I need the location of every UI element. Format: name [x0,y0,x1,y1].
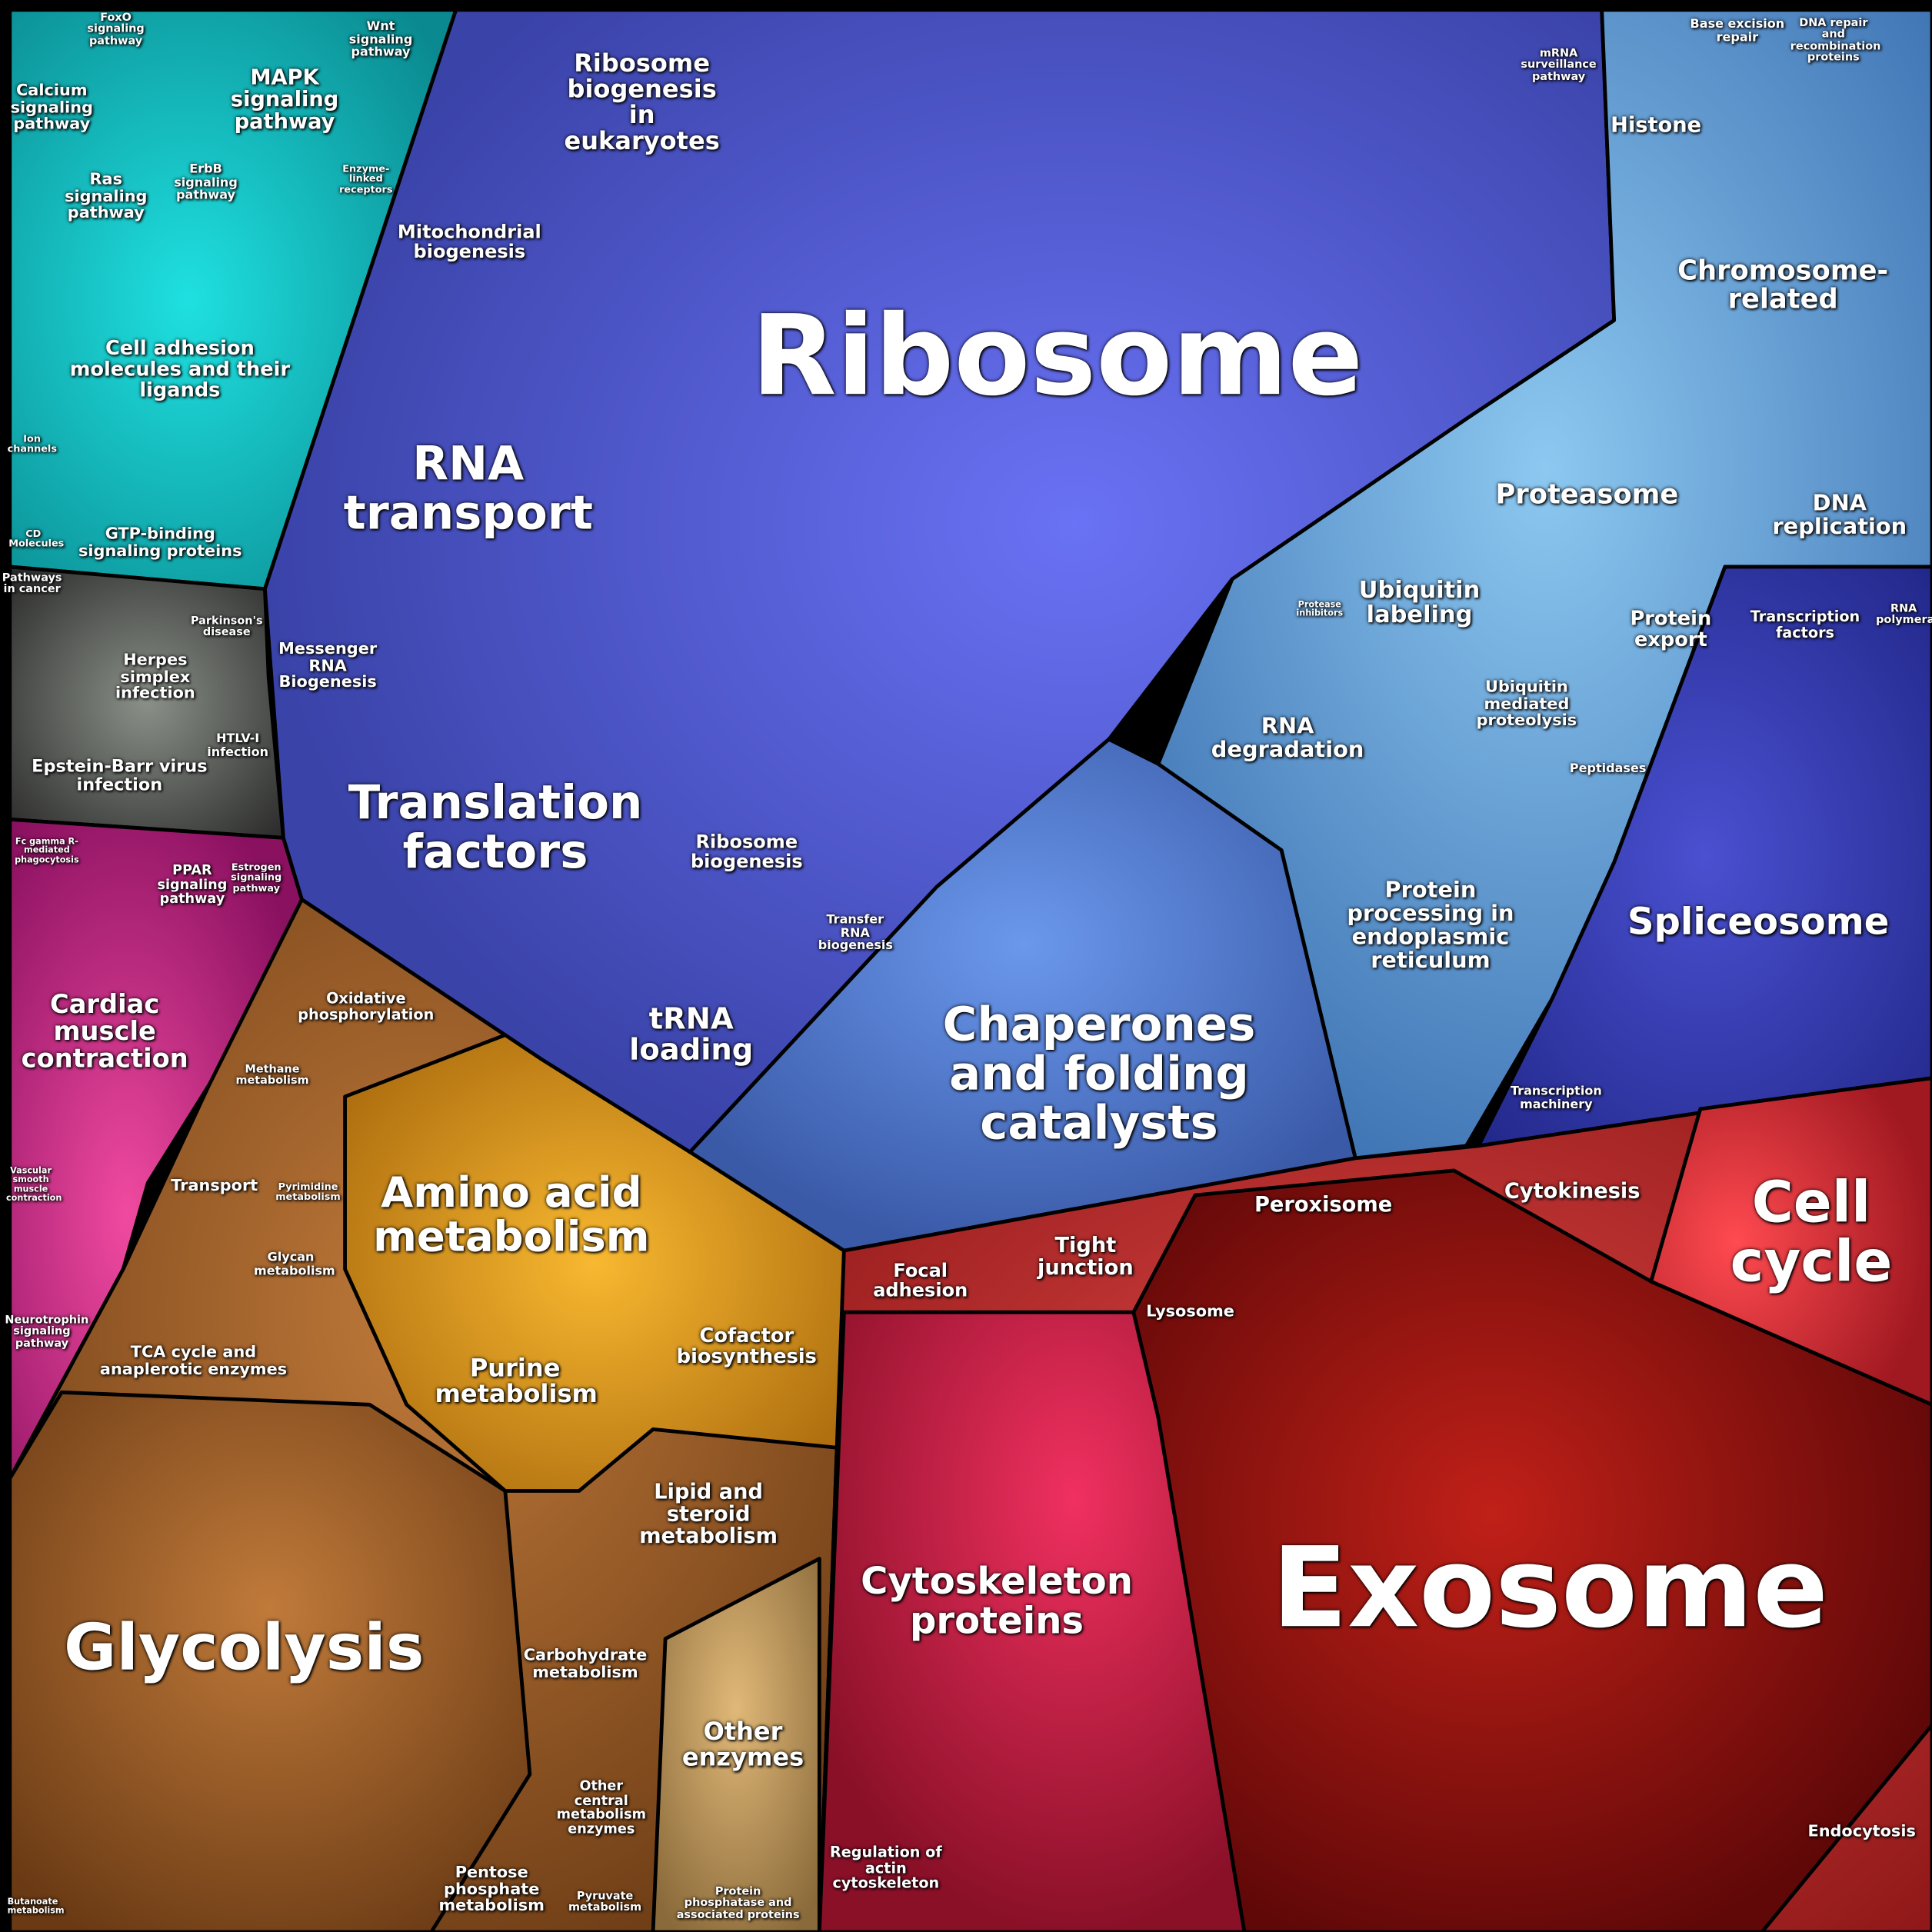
region-label: Cytoskeleton proteins [861,1560,1133,1643]
region-label: Cell cycle [1730,1168,1893,1295]
region-label: Exosome [1271,1524,1829,1654]
region-label: PPAR signaling pathway [157,861,228,907]
region-label: Chaperones and folding catalysts [942,997,1256,1150]
region-label: Amino acid metabolism [373,1168,650,1262]
region-label: Regulation of actin cytoskeleton [829,1843,942,1892]
region-label: Calcium signaling pathway [10,82,93,135]
region-label: Oxidative phosphorylation [298,990,435,1023]
region-label: Messenger RNA Biogenesis [278,640,378,693]
region-label: Pathways in cancer [2,572,62,597]
region-label: Parkinson's disease [190,615,263,640]
region-label: Transcription factors [1750,608,1860,641]
region-label: TCA cycle and anaplerotic enzymes [99,1343,288,1379]
region-label: Neurotrophin signaling pathway [5,1314,89,1351]
region-label: Peroxisome [1254,1192,1393,1217]
region-label: Protein export [1630,606,1712,651]
region-label: Enzyme-linked receptors [339,163,393,195]
region-label: Mitochondrial biogenesis [397,221,541,263]
region-label: RNA polymerase [1876,603,1932,628]
region-label: HTLV-I infection [207,732,269,759]
exosome-area [1131,1168,1932,1932]
region-label: Spliceosome [1627,901,1890,944]
region-label: Protein phosphatase and associated prote… [676,1886,800,1922]
region-label: Cardiac muscle contraction [21,989,188,1074]
region-label: Ras signaling pathway [65,170,148,223]
region-label: Transcription machinery [1511,1084,1602,1112]
region-label: RNA degradation [1211,713,1364,763]
region-label: Ion channels [7,433,57,455]
region-label: Herpes simplex infection [115,651,195,704]
region-label: Epstein-Barr virus infection [32,757,208,795]
region-label: Vascular smooth muscle contraction [6,1166,62,1204]
region-label: Purine metabolism [435,1353,598,1409]
region-label: Other central metabolism enzymes [556,1777,646,1837]
other-enzymes-area [651,1557,821,1932]
region-label: Estrogen signaling pathway [231,861,282,894]
region-label: Endocytosis [1807,1822,1916,1841]
region-label: Glycan metabolism [254,1251,335,1278]
region-label: Proteasome [1495,479,1679,511]
region-label: Lipid and steroid metabolism [639,1480,778,1549]
region-label: GTP-binding signaling proteins [78,525,242,561]
region-label: RNA transport [343,436,593,540]
region-label: Pyrimidine metabolism [275,1181,341,1203]
region-label: Fc gamma R-mediated phagocytosis [15,836,79,865]
region-label: Transport [171,1177,258,1196]
region-label: CD Molecules [8,528,65,550]
region-label: Histone [1611,113,1702,138]
region-label: DNA replication [1772,490,1907,540]
region-label: tRNA loading [629,1001,754,1068]
region-label: Glycolysis [63,1611,425,1686]
region-label: Cofactor biosynthesis [676,1323,817,1368]
region-label: Ubiquitin mediated proteolysis [1476,678,1577,731]
region-label: Other enzymes [681,1716,804,1772]
region-label: Ubiquitin labeling [1358,576,1481,629]
region-label: MAPK signaling pathway [230,65,339,135]
region-label: Tight junction [1038,1233,1134,1281]
region-label: Butanoate metabolism [7,1897,65,1917]
region-label: Transfer RNA biogenesis [818,913,893,953]
glycolysis-area [8,1390,532,1932]
region-label: Ribosome biogenesis in eukaryotes [564,48,720,155]
region-label: Protein processing in endoplasmic reticu… [1347,878,1514,974]
region-label: Focal adhesion [873,1259,968,1301]
cell-cycle-area [1649,1076,1932,1407]
region-label: FoxO signaling pathway [87,12,145,48]
region-label: Ribosome [751,291,1364,421]
region-label: Base excision repair [1690,18,1785,45]
region-label: Lysosome [1146,1302,1234,1321]
region-label: Cytokinesis [1504,1179,1641,1204]
region-label: Peptidases [1569,762,1647,776]
region-label: DNA repair and recombination proteins [1790,17,1881,65]
region-label: Pentose phosphate metabolism [438,1864,545,1916]
region-label: Pyruvate metabolism [568,1890,642,1915]
region-label: Ribosome biogenesis [690,831,803,873]
region-label: Wnt signaling pathway [348,20,413,60]
region-label: Protease inhibitors [1296,599,1344,619]
region-label: ErbB signaling pathway [174,162,238,203]
region-label: Translation factors [348,774,643,879]
region-label: Carbohydrate metabolism [523,1646,648,1682]
region-label: Chromosome-related [1677,256,1889,316]
region-label: Cell adhesion molecules and their ligand… [69,336,291,401]
region-label: Methane metabolism [235,1064,309,1088]
region-label: mRNA surveillance pathway [1521,48,1597,84]
